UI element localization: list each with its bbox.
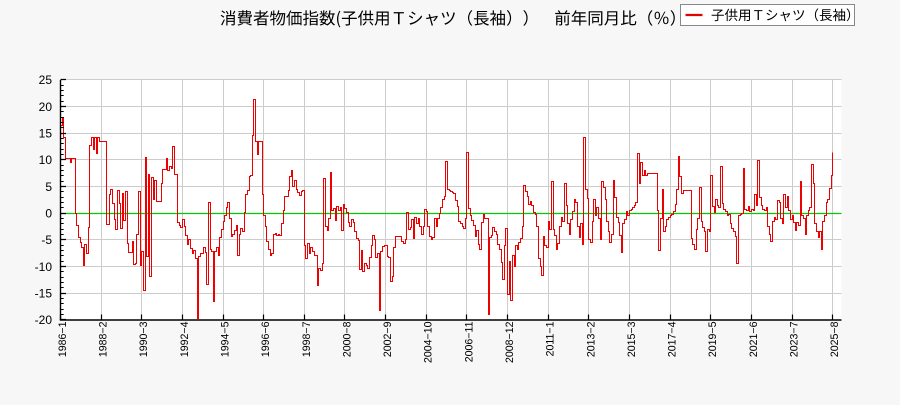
svg-text:2006−11: 2006−11: [463, 321, 475, 362]
svg-text:2004−10: 2004−10: [423, 321, 435, 363]
svg-text:-10: -10: [35, 260, 53, 274]
svg-text:10: 10: [39, 153, 53, 167]
svg-text:2002−9: 2002−9: [382, 321, 394, 357]
svg-text:2015−3: 2015−3: [626, 321, 638, 357]
svg-text:1996−6: 1996−6: [260, 321, 272, 357]
svg-text:1994−5: 1994−5: [219, 321, 231, 357]
svg-text:25: 25: [39, 73, 53, 87]
svg-text:15: 15: [39, 127, 53, 141]
svg-text:2013−2: 2013−2: [585, 321, 597, 357]
svg-text:2019−5: 2019−5: [707, 321, 719, 357]
svg-text:1990−3: 1990−3: [138, 321, 150, 357]
svg-text:1992−4: 1992−4: [179, 321, 191, 357]
svg-text:1998−7: 1998−7: [301, 321, 313, 357]
svg-text:-20: -20: [35, 313, 53, 327]
svg-text:1986−1: 1986−1: [57, 321, 69, 357]
svg-text:-15: -15: [35, 287, 53, 301]
svg-text:5: 5: [45, 180, 52, 194]
svg-text:2000−8: 2000−8: [341, 321, 353, 357]
svg-text:2017−4: 2017−4: [667, 321, 679, 357]
svg-text:2021−6: 2021−6: [748, 321, 760, 357]
svg-text:-5: -5: [41, 233, 52, 247]
svg-text:0: 0: [45, 207, 52, 221]
svg-text:2025−8: 2025−8: [829, 321, 841, 357]
svg-text:20: 20: [39, 100, 53, 114]
svg-text:2023−7: 2023−7: [788, 321, 800, 357]
svg-text:1988−2: 1988−2: [98, 321, 110, 357]
svg-text:2008−12: 2008−12: [504, 321, 516, 363]
svg-text:2011−1: 2011−1: [545, 321, 557, 356]
